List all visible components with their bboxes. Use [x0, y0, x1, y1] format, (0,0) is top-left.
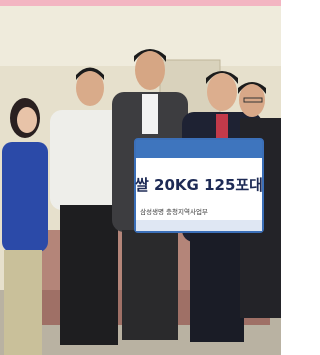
top-strip	[0, 0, 281, 6]
sign-footer-band	[136, 220, 262, 231]
photo: 쌀 20KG 125포대 삼성생명 충청지역사업부	[0, 0, 281, 355]
page: 쌀 20KG 125포대 삼성생명 충청지역사업부 (() => { const…	[0, 0, 281, 355]
sign-header	[136, 140, 262, 158]
sign-headline: 쌀 20KG 125포대	[135, 176, 263, 194]
sign-footer: 삼성생명 충청지역사업부	[140, 207, 208, 216]
sign-board: 쌀 20KG 125포대 삼성생명 충청지역사업부	[135, 139, 263, 232]
